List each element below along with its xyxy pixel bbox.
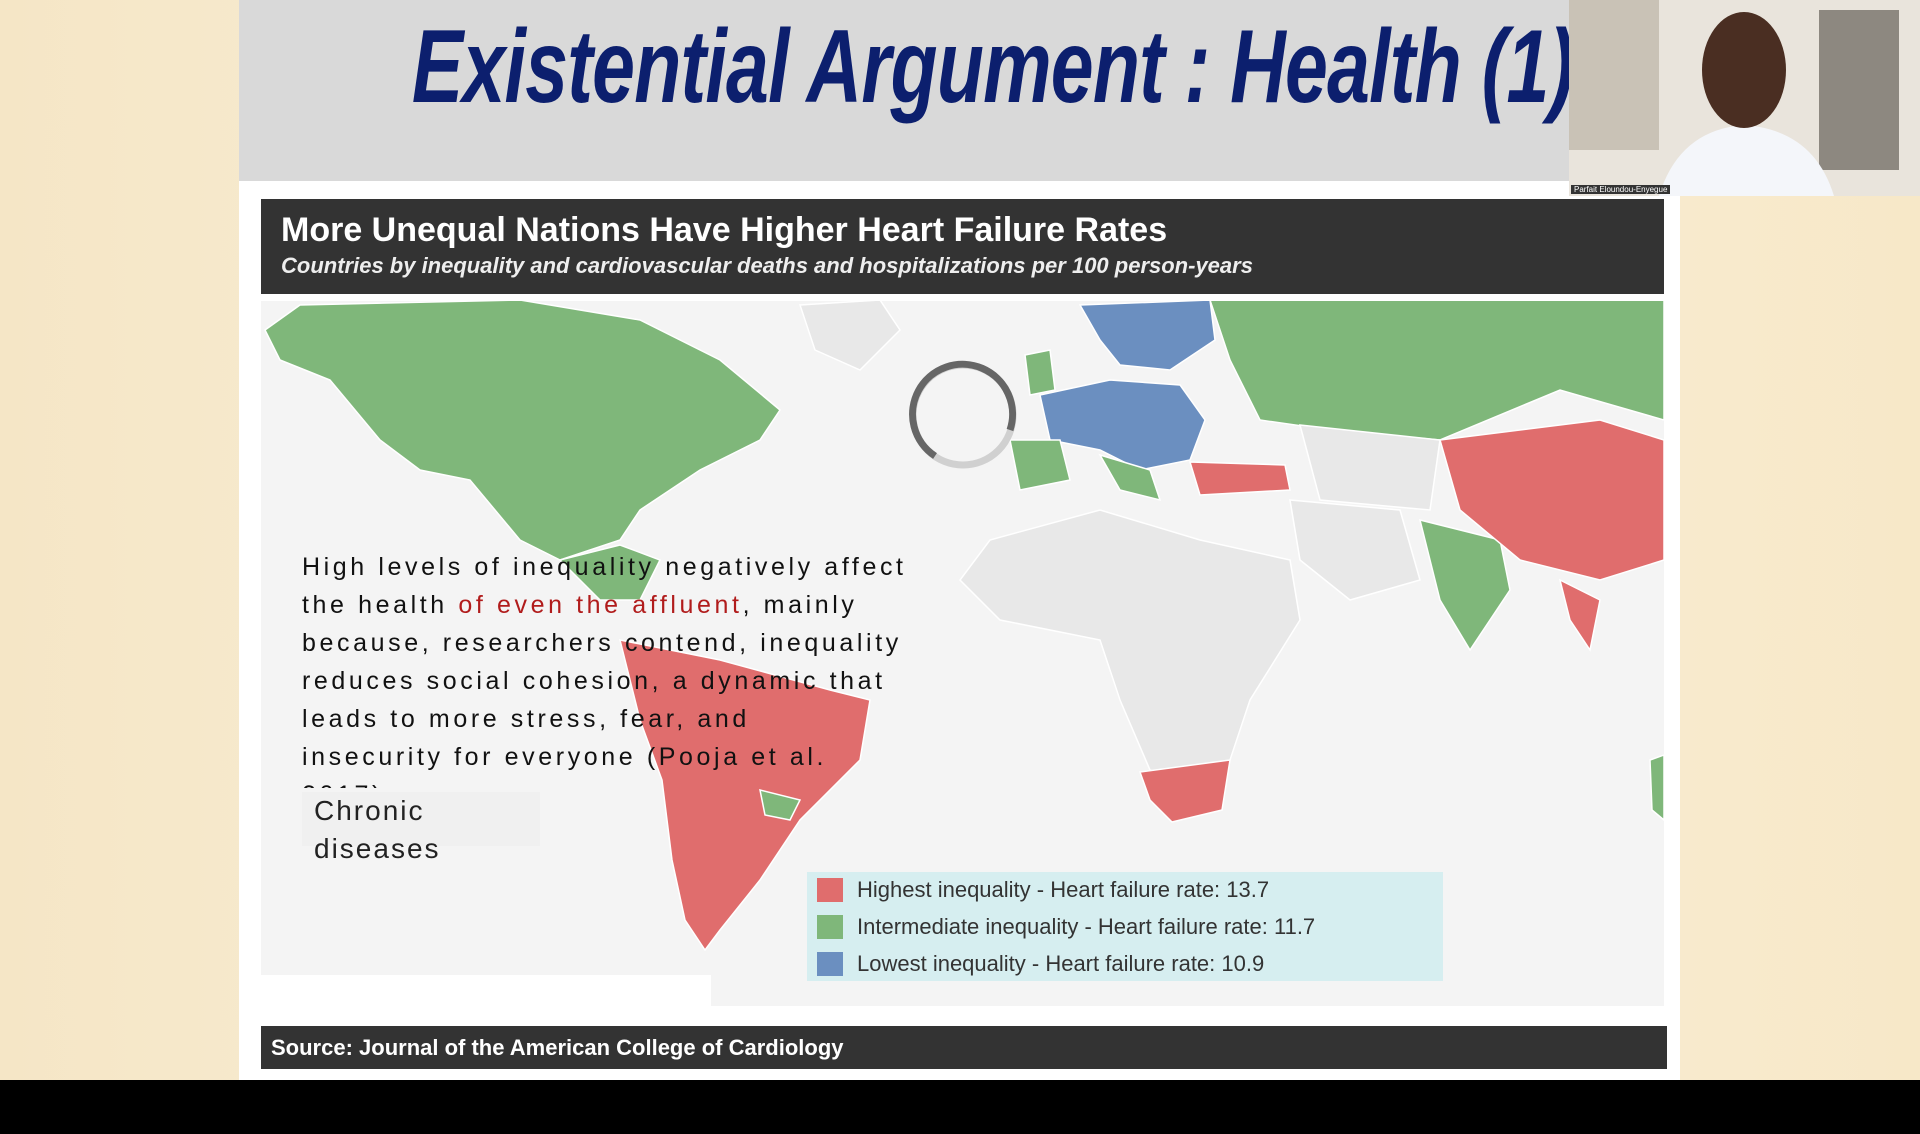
box-label: Chronic: [314, 795, 425, 826]
overlay-line: insecurity for everyone (Pooja et al.: [302, 743, 828, 771]
overlay-text: the health: [302, 591, 459, 619]
participant-name: Parfait Eloundou-Enyegue: [1571, 185, 1671, 194]
box-label: diseases: [314, 833, 441, 864]
legend-swatch: [817, 878, 843, 902]
overlay-highlight: of even the affluent: [458, 591, 743, 619]
slide-title: Existential Argument : Health (1): [411, 9, 1574, 125]
chart-title: More Unequal Nations Have Higher Heart F…: [281, 211, 1168, 249]
legend-item: Highest inequality - Heart failure rate:…: [817, 877, 1269, 903]
legend-label: Lowest inequality - Heart failure rate: …: [857, 951, 1265, 976]
participant-video: Parfait Eloundou-Enyegue: [1569, 0, 1920, 196]
bottom-bar: [0, 1080, 1920, 1134]
overlay-line: 2017): [302, 776, 922, 788]
legend-label: Intermediate inequality - Heart failure …: [857, 914, 1316, 939]
overlay-line: leads to more stress, fear, and: [302, 705, 750, 733]
chart-subtitle: Countries by inequality and cardiovascul…: [281, 253, 1253, 278]
overlay-line: reduces social cohesion, a dynamic that: [302, 667, 886, 695]
overlay-text: , mainly: [742, 591, 858, 619]
legend-item: Intermediate inequality - Heart failure …: [817, 914, 1315, 940]
chart-header: More Unequal Nations Have Higher Heart F…: [261, 199, 1664, 294]
legend-swatch: [817, 952, 843, 976]
video-frame: [1569, 0, 1920, 196]
legend-label: Highest inequality - Heart failure rate:…: [857, 877, 1270, 902]
overlay-text: High levels of inequality negatively aff…: [302, 548, 922, 788]
legend-item: Lowest inequality - Heart failure rate: …: [817, 951, 1264, 977]
overlay-line: High levels of inequality negatively aff…: [302, 553, 907, 581]
source: Source: Journal of the American College …: [261, 1026, 1667, 1069]
overlay-line: because, researchers contend, inequality: [302, 629, 902, 657]
world-map: [261, 301, 1664, 1006]
slide-title-band: Existential Argument : Health (1): [239, 0, 1574, 181]
chronic-box: Chronic diseases: [302, 792, 540, 864]
legend-swatch: [817, 915, 843, 939]
legend: Highest inequality - Heart failure rate:…: [807, 872, 1443, 981]
overlay-line: the health of even the affluent, mainly: [302, 586, 922, 624]
